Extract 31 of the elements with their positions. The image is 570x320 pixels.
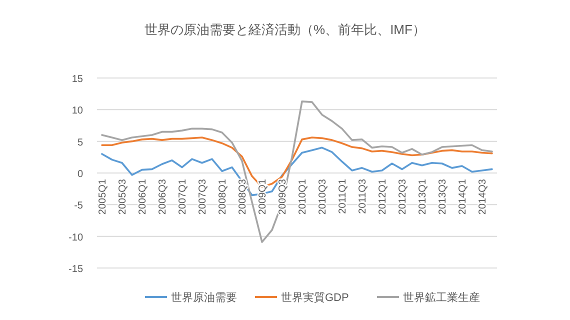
- x-tick-label: 2008Q3: [238, 178, 248, 215]
- y-tick-label: -10: [68, 232, 84, 244]
- x-tick-label: 2014Q1: [458, 178, 468, 215]
- x-tick-label: 2011Q3: [358, 178, 368, 214]
- x-tick-label: 2005Q1: [98, 178, 108, 215]
- x-tick-label: 2008Q1: [218, 178, 228, 215]
- x-tick-label: 2013Q3: [438, 178, 448, 215]
- legend-label: 世界原油需要: [171, 291, 237, 304]
- x-tick-label: 2010Q3: [318, 178, 328, 215]
- x-tick-label: 2006Q1: [138, 178, 148, 215]
- y-tick-label: 0: [77, 169, 84, 180]
- x-tick-label: 2009Q1: [258, 178, 268, 215]
- x-tick-label: 2009Q3: [278, 178, 288, 215]
- x-tick-label: 2007Q1: [178, 178, 188, 215]
- x-tick-label: 2012Q1: [378, 178, 388, 215]
- x-tick-label: 2006Q3: [158, 178, 168, 215]
- y-tick-label: -15: [68, 264, 84, 275]
- x-tick-label: 2012Q3: [398, 178, 408, 215]
- y-tick-label: 5: [77, 137, 84, 148]
- y-tick-label: 15: [72, 74, 84, 85]
- y-tick-label: -5: [74, 200, 84, 212]
- x-tick-label: 2007Q3: [198, 178, 208, 215]
- legend-label: 世界実質GDP: [281, 291, 349, 304]
- x-tick-label: 2010Q1: [298, 178, 308, 215]
- chart-title: 世界の原油需要と経済活動（%、前年比、IMF）: [144, 22, 426, 37]
- x-tick-label: 2005Q3: [118, 178, 128, 215]
- legend-label: 世界鉱工業生産: [403, 291, 480, 304]
- y-tick-label: 10: [72, 106, 84, 117]
- x-tick-label: 2011Q1: [338, 178, 348, 214]
- x-tick-label: 2013Q1: [418, 178, 428, 215]
- x-tick-label: 2014Q3: [478, 178, 488, 215]
